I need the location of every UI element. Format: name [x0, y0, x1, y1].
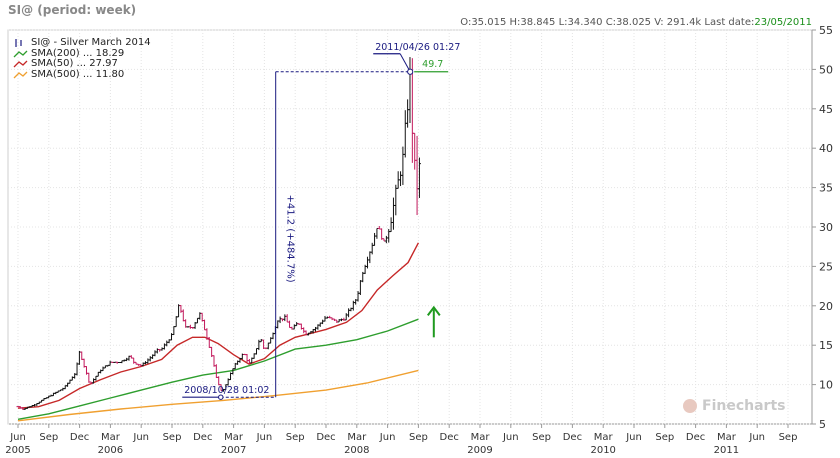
- legend-item-sma500: SMA(500) ... 11.80: [12, 68, 151, 81]
- x-tick-label: Dec: [193, 432, 212, 443]
- x-tick-label: Dec: [440, 432, 459, 443]
- x-tick-label: Jun: [502, 432, 519, 443]
- x-tick-label: Jun: [379, 432, 396, 443]
- x-tick-label: Jun: [748, 432, 765, 443]
- x-tick-label: Sep: [286, 432, 305, 443]
- volume-value: V: 291.4k: [654, 17, 702, 28]
- x-year-label: 2011: [714, 445, 739, 456]
- last-date-value: 23/05/2011: [754, 17, 812, 28]
- open-value: O:35.015: [460, 17, 507, 28]
- measure-high-label: 2011/04/26 01:27: [375, 42, 460, 53]
- x-tick-label: Dec: [70, 432, 89, 443]
- measure-low-point: [218, 394, 224, 400]
- x-tick-label: Jun: [132, 432, 149, 443]
- x-year-label: 2007: [221, 445, 246, 456]
- legend-label-sma200: SMA(200) ... 18.29: [31, 47, 125, 59]
- x-tick-label: Mar: [347, 432, 367, 443]
- y-tick-label: 20: [819, 300, 833, 313]
- measure-high-leader: [399, 53, 411, 73]
- measure-high-point: [407, 68, 414, 75]
- x-tick-label: Mar: [471, 432, 491, 443]
- y-tick-label: 10: [819, 379, 833, 392]
- sma200-line: [17, 318, 419, 420]
- legend-label-price: SI@ - Silver March 2014: [31, 37, 151, 48]
- x-year-label: 2008: [344, 445, 369, 456]
- x-tick-label: Sep: [39, 432, 58, 443]
- chart-legend: SI@ - Silver March 2014 SMA(200) ... 18.…: [12, 37, 151, 81]
- legend-label-sma500: SMA(500) ... 11.80: [31, 68, 125, 80]
- high-value: H:38.845: [509, 17, 556, 28]
- low-value: L:34.340: [558, 17, 603, 28]
- x-tick-label: Jun: [256, 432, 273, 443]
- x-tick-label: Dec: [316, 432, 335, 443]
- price-bars: [16, 57, 421, 410]
- measure-low-label: 2008/10/28 01:02: [184, 385, 269, 396]
- x-tick-label: Sep: [779, 432, 798, 443]
- sma50-line: [17, 242, 420, 409]
- brand-watermark: Finecharts: [702, 398, 786, 414]
- last-value-label: 49.7: [422, 59, 443, 70]
- y-tick-label: 40: [819, 142, 833, 155]
- measure-change-label: +41.2 (+484.7%): [285, 194, 296, 282]
- ohlc-readout: O:35.015 H:38.845 L:34.340 C:38.025 V: 2…: [460, 17, 812, 28]
- x-tick-label: Mar: [224, 432, 244, 443]
- y-tick-label: 55: [819, 24, 833, 37]
- x-tick-label: Sep: [532, 432, 551, 443]
- x-year-label: 2009: [467, 445, 492, 456]
- last-date-label: Last date:: [704, 17, 755, 28]
- x-tick-label: Mar: [717, 432, 737, 443]
- y-tick-label: 50: [819, 63, 833, 76]
- x-tick-label: Sep: [163, 432, 182, 443]
- legend-item-price: SI@ - Silver March 2014: [12, 37, 151, 49]
- y-tick-label: 25: [819, 260, 833, 273]
- sma200-line-icon: [13, 50, 28, 58]
- ohlc-bars-icon: [15, 39, 22, 48]
- legend-label-sma50: SMA(50) ... 27.97: [31, 58, 118, 69]
- x-year-label: 2010: [590, 445, 615, 456]
- legend-item-sma200: SMA(200) ... 18.29: [12, 47, 151, 60]
- x-tick-label: Mar: [101, 432, 121, 443]
- x-tick-label: Jun: [625, 432, 642, 443]
- x-tick-label: Sep: [655, 432, 674, 443]
- x-tick-label: Sep: [409, 432, 428, 443]
- sma50-line-icon: [13, 60, 28, 68]
- trend-arrow-head: [427, 305, 441, 316]
- y-tick-label: 30: [819, 221, 833, 234]
- y-tick-label: 35: [819, 182, 833, 195]
- legend-item-sma50: SMA(50) ... 27.97: [12, 58, 151, 70]
- x-tick-label: Mar: [594, 432, 614, 443]
- x-tick-label: Dec: [686, 432, 705, 443]
- y-tick-label: 5: [819, 418, 826, 431]
- x-year-label: 2005: [5, 445, 30, 456]
- finecharts-logo-icon: [683, 399, 697, 413]
- sma500-line: [17, 369, 419, 422]
- x-year-label: 2006: [98, 445, 123, 456]
- chart-title: SI@ (period: week): [8, 3, 137, 17]
- x-tick-label: Dec: [563, 432, 582, 443]
- y-tick-label: 15: [819, 339, 833, 352]
- x-tick-label: Jun: [9, 432, 26, 443]
- y-tick-label: 45: [819, 103, 833, 116]
- sma500-line-icon: [13, 71, 28, 79]
- close-value: C:38.025: [605, 17, 652, 28]
